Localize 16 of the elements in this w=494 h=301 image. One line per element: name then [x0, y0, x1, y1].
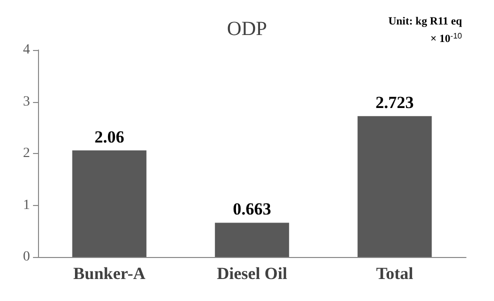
bar — [72, 150, 146, 257]
data-label: 2.723 — [376, 93, 414, 112]
chart-title: ODP — [226, 18, 268, 40]
bar — [358, 116, 432, 257]
y-tick-label: 4 — [23, 42, 30, 58]
data-label: 0.663 — [232, 200, 272, 219]
x-tick-label: Diesel Oil — [216, 264, 288, 283]
y-tick-label: 3 — [23, 94, 30, 110]
data-label: 2.06 — [94, 127, 124, 146]
y-tick-label: 1 — [23, 198, 30, 213]
x-tick-label: Bunker-A — [73, 264, 146, 283]
y-tick-label: 2 — [23, 146, 30, 161]
bar — [214, 222, 290, 257]
text: Unit: kg R11 eq — [388, 16, 463, 28]
y-tick-label: 0 — [23, 250, 30, 264]
x-tick-label: Total — [376, 264, 414, 283]
